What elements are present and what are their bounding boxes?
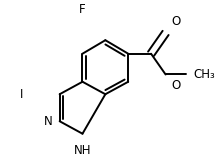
- Text: CH₃: CH₃: [194, 68, 215, 81]
- Text: NH: NH: [74, 144, 91, 157]
- Text: F: F: [79, 3, 86, 16]
- Text: I: I: [20, 88, 23, 101]
- Text: O: O: [172, 15, 181, 28]
- Text: N: N: [44, 115, 52, 128]
- Text: O: O: [172, 79, 181, 92]
